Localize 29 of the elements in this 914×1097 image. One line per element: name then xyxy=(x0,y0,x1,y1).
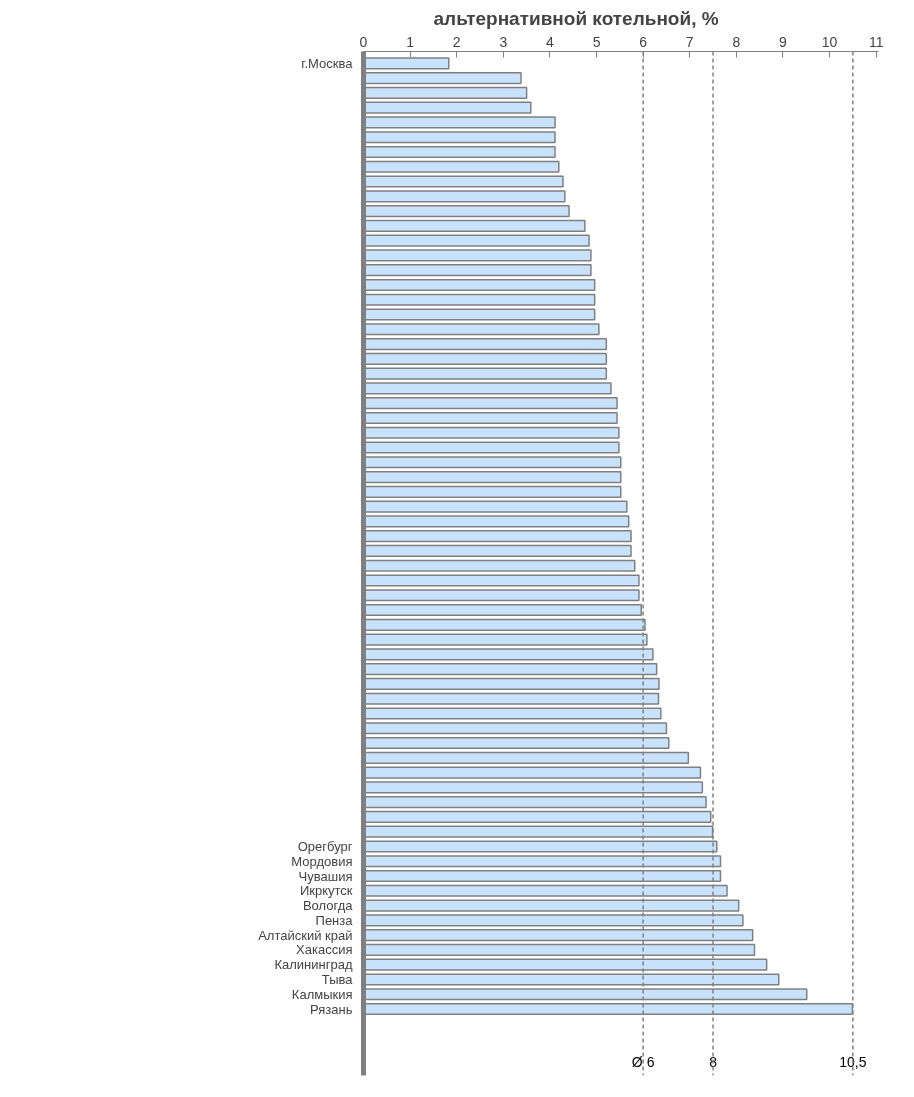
x-tick-label: 2 xyxy=(452,33,461,50)
y-tick-label: Пенза xyxy=(315,912,354,928)
y-tick-label: Мордовия xyxy=(291,853,353,869)
y-tick-label: Икркутск xyxy=(299,883,353,899)
x-tick-label: 6 xyxy=(639,33,648,50)
x-tick-label: 1 xyxy=(406,33,415,50)
ref-line-label: 10,5 xyxy=(839,1054,867,1071)
x-tick-label: 0 xyxy=(359,33,368,50)
y-tick-label: Орегбург xyxy=(297,838,353,854)
y-tick-label: Тыва xyxy=(321,971,354,987)
x-tick-label: 7 xyxy=(685,33,694,50)
ref-line-label: Ø 6 xyxy=(631,1054,655,1071)
x-tick-label: 11 xyxy=(868,33,884,50)
x-tick-label: 8 xyxy=(732,33,741,50)
x-tick-label: 5 xyxy=(592,33,601,50)
y-tick-label: Калининград xyxy=(274,957,353,973)
y-tick-label: Вологда xyxy=(302,898,354,914)
y-tick-label: Хакассия xyxy=(296,942,353,958)
x-tick-label: 10 xyxy=(821,33,838,50)
x-tick-label: 3 xyxy=(499,33,508,50)
ref-line-label: 8 xyxy=(709,1054,718,1071)
y-tick-label: Калмыкия xyxy=(291,986,353,1002)
y-tick-label: Рязань xyxy=(310,1001,353,1017)
y-tick-label: Алтайский край xyxy=(258,927,353,943)
y-tick-label: Чувашия xyxy=(298,868,353,884)
chart-title: альтернативной котельной, % xyxy=(433,7,719,29)
x-tick-label: 4 xyxy=(546,33,555,50)
x-tick-label: 9 xyxy=(779,33,788,50)
y-tick-label: г.Москва xyxy=(301,55,354,71)
